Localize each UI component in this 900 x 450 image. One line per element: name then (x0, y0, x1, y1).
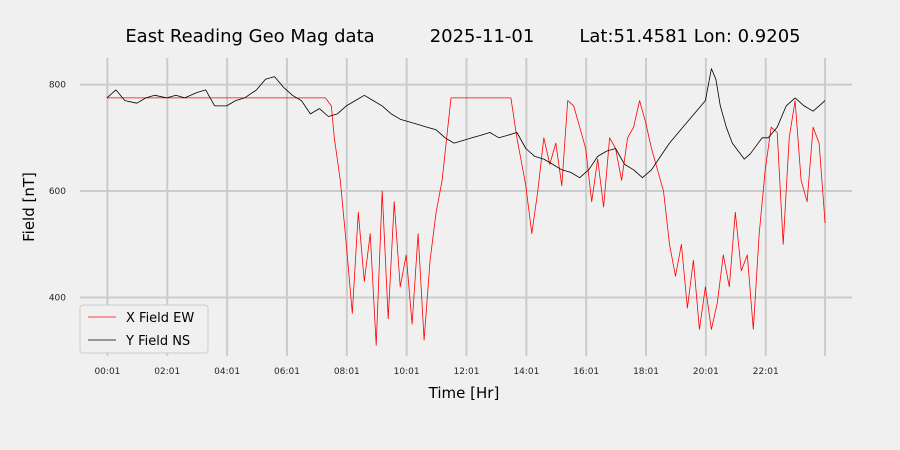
legend-label-x-field: X Field EW (126, 311, 194, 326)
x-tick-label: 20:01 (693, 367, 719, 377)
x-tick-label: 00:01 (94, 367, 120, 377)
chart-title-date: 2025-11-01 (430, 26, 535, 47)
y-axis-label: Field [nT] (20, 172, 38, 242)
tick-layer: 00:01 02:01 04:01 06:01 08:01 10:01 12:01 14:01… (49, 81, 779, 377)
grid-layer (80, 58, 852, 356)
x-tick-label: 16:01 (573, 367, 599, 377)
x-tick-label: 06:01 (274, 367, 300, 377)
x-tick-label: 18:01 (633, 367, 659, 377)
series-layer (106, 68, 826, 346)
series-line-x-field-ew (106, 97, 826, 346)
x-tick-label: 10:01 (394, 367, 420, 377)
series-line-y-field-ns (106, 68, 826, 179)
x-tick-label: 22:01 (753, 367, 779, 377)
x-tick-label: 14:01 (513, 367, 539, 377)
x-tick-label: 02:01 (154, 367, 180, 377)
x-axis-label: Time [Hr] (428, 384, 500, 402)
chart-title-location: Lat:51.4581 Lon: 0.9205 (579, 26, 800, 47)
x-tick-label: 08:01 (334, 367, 360, 377)
y-tick-label: 800 (49, 81, 66, 91)
y-tick-label: 600 (49, 187, 66, 197)
chart-title: East Reading Geo Mag data (125, 26, 374, 47)
x-tick-label: 04:01 (214, 367, 240, 377)
legend-label-y-field: Y Field NS (125, 334, 190, 349)
legend: X Field EW Y Field NS (79, 304, 209, 354)
y-tick-label: 400 (49, 293, 66, 303)
x-tick-label: 12:01 (454, 367, 480, 377)
